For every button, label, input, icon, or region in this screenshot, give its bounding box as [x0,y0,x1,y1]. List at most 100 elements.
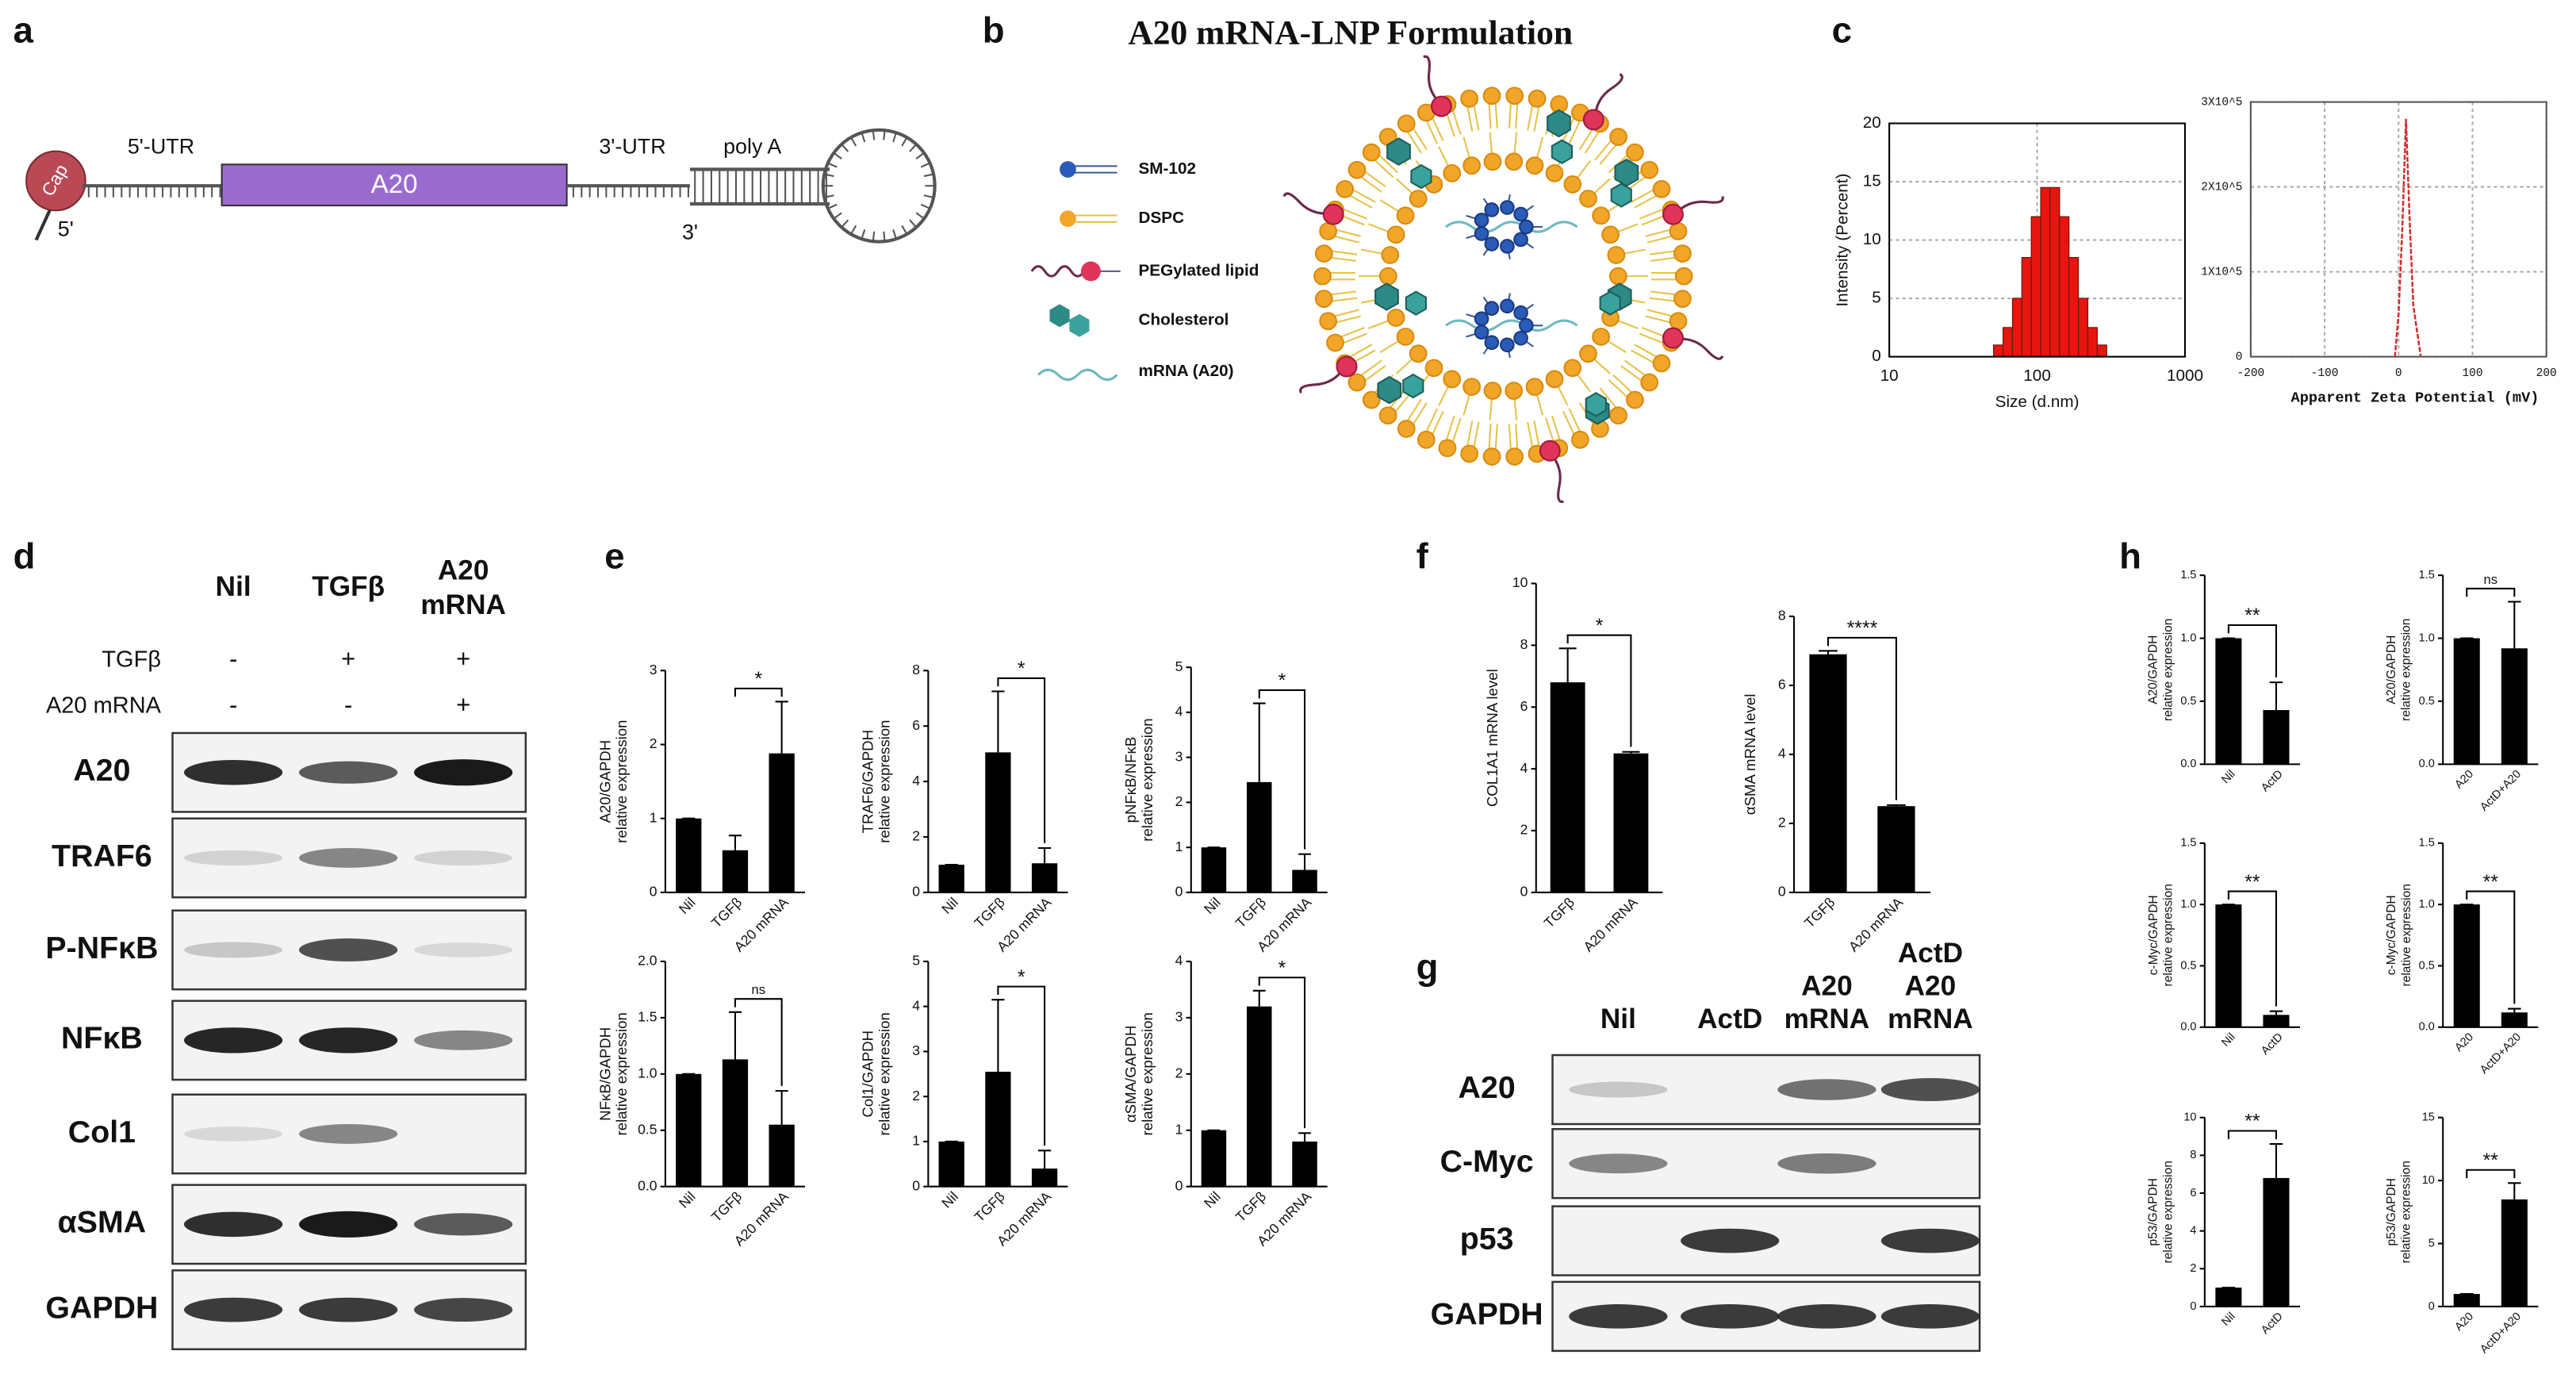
y-tick-label: 4 [2190,1224,2196,1237]
utr-label: 3'-UTR [599,135,665,159]
y-tick-label: 2 [912,828,920,844]
blot-column-label: Nil [216,571,251,602]
y-axis-label: p53/GAPDH [2147,1178,2160,1245]
blot-band [1681,1304,1780,1329]
y-tick-label: 4 [912,997,920,1013]
lipid-head [1505,86,1524,106]
polya-label: poly A [723,135,781,159]
blot-band [1569,1081,1668,1098]
peg-chain [1676,337,1724,360]
x-tick-label: TGFβ [1801,894,1838,931]
lipid-head [1438,439,1457,458]
x-tick-label: Nil [2219,1311,2237,1329]
bar [938,1141,964,1187]
ionizable-lipid [1474,213,1489,228]
bar [938,864,964,892]
y-tick-label: 0.5 [2419,959,2435,972]
lipid-head [1397,114,1416,133]
histogram-bar [2096,344,2107,358]
blot-row-label: p53 [1460,1221,1514,1256]
significance-bracket [2227,1130,2278,1139]
lipid-head [1505,382,1524,400]
peg-head [1430,95,1452,117]
x-tick-label: 0 [2395,367,2402,380]
cholesterol [1599,290,1621,316]
y-tick-label: 0.0 [2180,758,2196,770]
loop-tick [824,173,834,178]
y-tick-label: 1.0 [2180,631,2196,644]
panel-letter: e [604,535,624,576]
legend-label: Cholesterol [1139,311,1229,329]
hairpin-loop [821,128,937,244]
y-tick-label: 0.5 [638,1121,657,1137]
loop-tick [872,231,876,242]
y-tick-label: 0 [1872,347,1881,365]
plot-frame [2249,101,2547,358]
lipid-head [1396,328,1415,346]
lipid-head [1640,373,1659,392]
lipid-head [1505,447,1524,466]
y-tick-label: 4 [1175,704,1183,720]
ionizable-lipid [1474,226,1489,241]
loop-tick [909,219,918,228]
blot-column-label: mRNA [1784,1004,1870,1034]
y-tick-label: 0.0 [2419,758,2435,770]
y-tick-label: 0.5 [2180,695,2196,708]
significance-bracket [1566,634,1632,747]
blot-band [184,1211,283,1238]
ionizable-lipid [1519,317,1534,333]
y-axis-label: relative expression [2400,619,2413,721]
x-tick-label: ActD+A20 [2478,1030,2524,1077]
cholesterol [1547,109,1571,138]
lipid-head [1409,344,1428,363]
blot-row-label: Col1 [68,1115,136,1149]
significance-bracket [997,677,1046,843]
histogram-bar [1992,344,2004,358]
y-tick-label: 6 [912,717,920,733]
legend-icon [1060,161,1076,178]
lnp-illustration [1282,55,1724,504]
lipid-head [1443,370,1462,389]
x-tick-label: A20 [2452,1030,2476,1054]
loop-tick [872,130,876,140]
y-tick-label: 15 [2422,1111,2435,1124]
treatment-mark: + [456,691,470,719]
significance-label: ** [2244,605,2260,627]
y-tick-label: 0 [2236,351,2243,363]
blot-band [299,848,398,868]
histogram-bar [2030,216,2041,358]
significance-label: * [1596,616,1604,637]
lipid-head [1386,309,1405,327]
y-tick-label: 8 [2190,1149,2196,1161]
y-tick-label: 8 [912,662,920,677]
cholesterol [1405,290,1427,316]
blot-band [414,942,513,958]
lipid-head [1545,163,1564,182]
significance-label: ** [2244,1111,2260,1133]
bar [2453,904,2480,1027]
y-tick-label: 0 [2428,1300,2435,1313]
blot-band [414,1213,513,1236]
cholesterol [1410,163,1432,190]
mrna-diagram: Cap A20 5'-UTR 3'-UTR poly A 5' 3' [25,128,937,244]
cholesterol [1374,282,1399,311]
lipid-head [1443,163,1462,182]
loop-tick [915,152,925,159]
y-axis-label: relative expression [2400,1161,2413,1263]
y-tick-label: 2.0 [638,953,657,969]
y-tick-label: 3X10^5 [2201,96,2242,109]
lipid-head [1652,179,1671,198]
cap-shape [25,150,86,212]
blot-column-label: TGFβ [312,571,385,602]
loop-tick [915,212,925,220]
y-tick-label: 3 [1175,748,1183,764]
legend-icon [1069,313,1090,337]
y-tick-label: 4 [912,773,920,789]
loop-tick [901,136,908,147]
y-axis-label: relative expression [613,720,630,842]
y-tick-label: 0.0 [2180,1021,2196,1034]
blot-column-label: Nil [1600,1004,1636,1034]
blot-band [1880,1228,1980,1253]
ionizable-lipid [1474,324,1489,340]
significance-label: ** [2483,1150,2499,1172]
